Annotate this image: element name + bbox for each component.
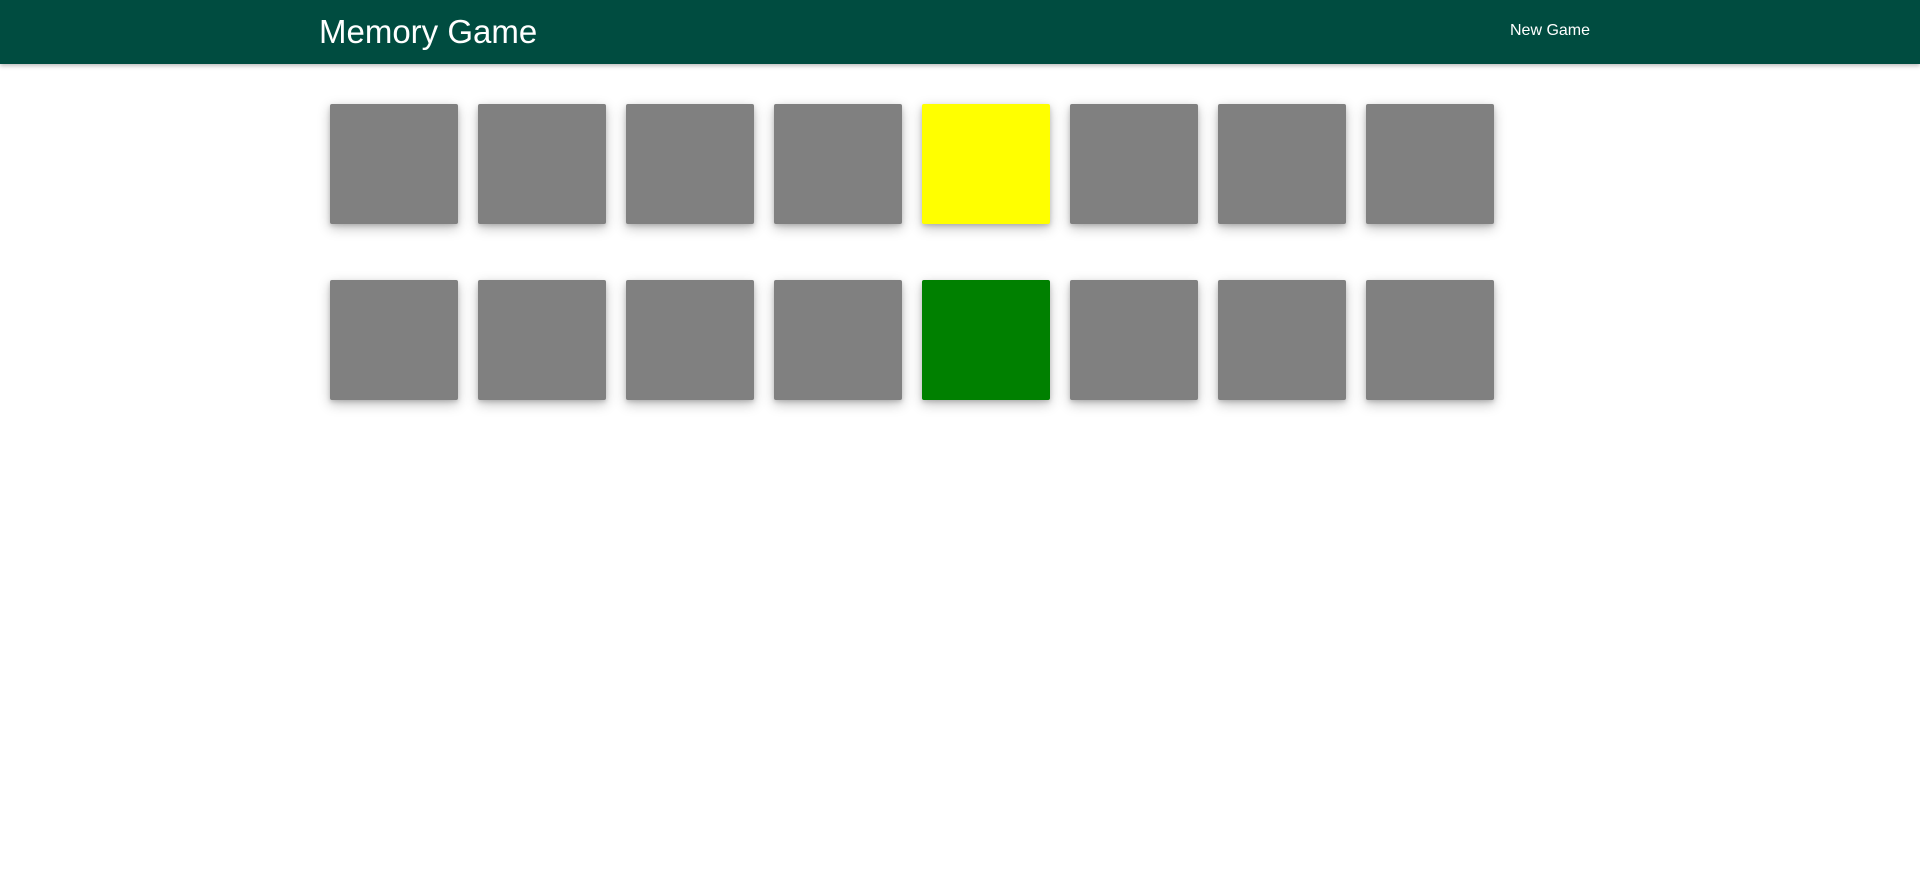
card-revealed[interactable] xyxy=(922,104,1050,224)
card-hidden[interactable] xyxy=(774,280,902,400)
card-hidden[interactable] xyxy=(626,280,754,400)
new-game-button[interactable]: New Game xyxy=(1510,22,1591,39)
card-hidden[interactable] xyxy=(626,104,754,224)
page-title: Memory Game xyxy=(319,13,538,50)
card-hidden[interactable] xyxy=(478,280,606,400)
app-header: Memory Game New Game xyxy=(0,0,1920,64)
card-revealed[interactable] xyxy=(922,280,1050,400)
card-hidden[interactable] xyxy=(1218,104,1346,224)
card-hidden[interactable] xyxy=(1218,280,1346,400)
card-hidden[interactable] xyxy=(1070,280,1198,400)
card-hidden[interactable] xyxy=(774,104,902,224)
card-hidden[interactable] xyxy=(1366,104,1494,224)
card-hidden[interactable] xyxy=(330,280,458,400)
card-hidden[interactable] xyxy=(1070,104,1198,224)
card-hidden[interactable] xyxy=(478,104,606,224)
card-hidden[interactable] xyxy=(330,104,458,224)
card-hidden[interactable] xyxy=(1366,280,1494,400)
